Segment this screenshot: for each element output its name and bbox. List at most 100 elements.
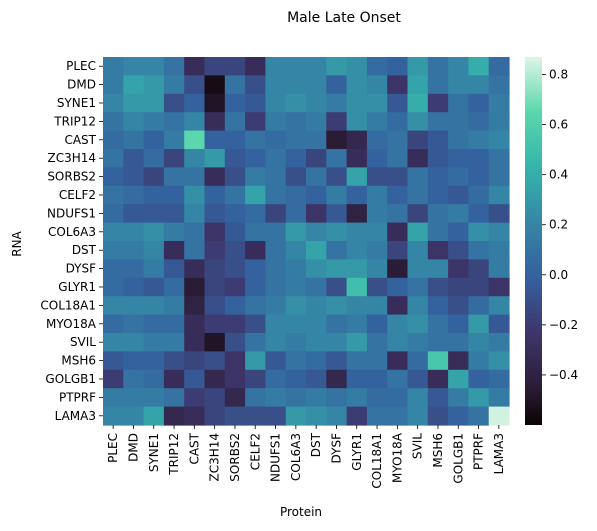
colorbar-tick-label: −0.2	[549, 318, 578, 332]
heatmap-cell	[387, 406, 409, 426]
heatmap-cell	[245, 406, 266, 426]
heatmap-cell	[387, 57, 409, 76]
heatmap-cell	[143, 296, 165, 316]
heatmap-cell	[366, 167, 388, 187]
y-tick-label: MYO18A	[46, 317, 97, 331]
heatmap-cell	[468, 204, 490, 224]
heatmap-cell	[326, 296, 348, 316]
heatmap-cell	[326, 75, 348, 95]
colorbar-tick-label: 0.2	[549, 218, 568, 232]
x-tick-label: ZC3H14	[208, 433, 222, 482]
heatmap-cell	[306, 259, 327, 279]
heatmap-cell	[366, 369, 388, 389]
heatmap-cell	[346, 112, 368, 132]
heatmap-cell	[407, 388, 429, 408]
heatmap-cell	[285, 296, 307, 316]
heatmap-cell	[387, 149, 409, 168]
y-tick-label: CELF2	[59, 188, 96, 202]
heatmap-cell	[387, 204, 409, 224]
y-tick-label: SYNE1	[57, 96, 96, 110]
heatmap-cell	[103, 388, 124, 408]
heatmap-cell	[184, 241, 206, 260]
heatmap-cell	[184, 333, 206, 352]
heatmap-cell	[387, 222, 409, 242]
heatmap-cell	[427, 296, 449, 316]
heatmap-cell	[326, 259, 348, 279]
heatmap-cell	[163, 149, 185, 168]
heatmap-cell	[346, 167, 368, 187]
heatmap-cell	[245, 167, 266, 187]
heatmap-cell	[427, 369, 449, 389]
heatmap-cell	[427, 333, 449, 352]
heatmap-cell	[387, 93, 409, 113]
heatmap-cell	[123, 222, 145, 242]
heatmap-cell	[488, 185, 510, 205]
heatmap-cell	[123, 130, 145, 150]
heatmap-cell	[123, 406, 145, 426]
heatmap-cell	[366, 93, 388, 113]
heatmap-cell	[488, 130, 510, 150]
heatmap-cell	[163, 167, 185, 187]
heatmap-cell	[184, 57, 206, 76]
heatmap-cell	[245, 314, 266, 334]
heatmap-cell	[224, 351, 246, 371]
y-tick-label: GLYR1	[58, 280, 96, 294]
heatmap-cell	[245, 149, 266, 168]
heatmap-cell	[265, 277, 287, 297]
heatmap-cell	[387, 369, 409, 389]
x-tick-labels: PLEC DMD SYNE1 TRIP12 CAST ZC3H14 SORBS2 CELF2 N…	[106, 425, 506, 489]
heatmap-cell	[184, 112, 206, 132]
heatmap-cell	[103, 222, 124, 242]
x-tick-label: GLYR1	[350, 433, 364, 471]
heatmap-cell	[448, 369, 469, 389]
heatmap-cell	[103, 75, 124, 95]
y-tick-label: COL18A1	[40, 298, 96, 312]
heatmap-cell	[143, 406, 165, 426]
heatmap-cell	[204, 75, 226, 95]
heatmap-cell	[285, 388, 307, 408]
heatmap-cell	[448, 314, 469, 334]
heatmap-cell	[123, 296, 145, 316]
heatmap-cell	[366, 149, 388, 168]
heatmap-cell	[326, 369, 348, 389]
heatmap-cell	[143, 277, 165, 297]
heatmap-cell	[448, 296, 469, 316]
heatmap-cell	[468, 93, 490, 113]
heatmap-cell	[346, 259, 368, 279]
heatmap-cell	[448, 149, 469, 168]
heatmap-cell	[326, 314, 348, 334]
heatmap-cell	[184, 314, 206, 334]
heatmap-cell	[224, 333, 246, 352]
heatmap-cell	[387, 277, 409, 297]
x-tick-label: MYO18A	[390, 432, 404, 483]
heatmap-cell	[103, 241, 124, 260]
heatmap-cell	[143, 241, 165, 260]
heatmap-cell	[163, 406, 185, 426]
heatmap-cell	[204, 204, 226, 224]
heatmap-cell	[123, 388, 145, 408]
heatmap-cell	[488, 204, 510, 224]
heatmap-cell	[427, 351, 449, 371]
heatmap-cell	[346, 314, 368, 334]
heatmap-cell	[103, 406, 124, 426]
heatmap-cell	[306, 296, 327, 316]
heatmap-cell	[427, 222, 449, 242]
heatmap-cell	[407, 351, 429, 371]
heatmap-cell	[468, 112, 490, 132]
heatmap-cell	[448, 185, 469, 205]
heatmap-cell	[265, 351, 287, 371]
heatmap-cell	[285, 259, 307, 279]
heatmap-cell	[224, 204, 246, 224]
heatmap-cell	[366, 112, 388, 132]
heatmap-cell	[407, 167, 429, 187]
heatmap-cell	[448, 388, 469, 408]
heatmap-cell	[265, 167, 287, 187]
heatmap-cell	[326, 204, 348, 224]
heatmap-cell	[427, 185, 449, 205]
heatmap-cell	[306, 93, 327, 113]
heatmap-cell	[285, 351, 307, 371]
heatmap-cell	[103, 277, 124, 297]
heatmap-cell	[265, 259, 287, 279]
heatmap-cell	[306, 388, 327, 408]
x-tick-label: CAST	[187, 432, 201, 464]
